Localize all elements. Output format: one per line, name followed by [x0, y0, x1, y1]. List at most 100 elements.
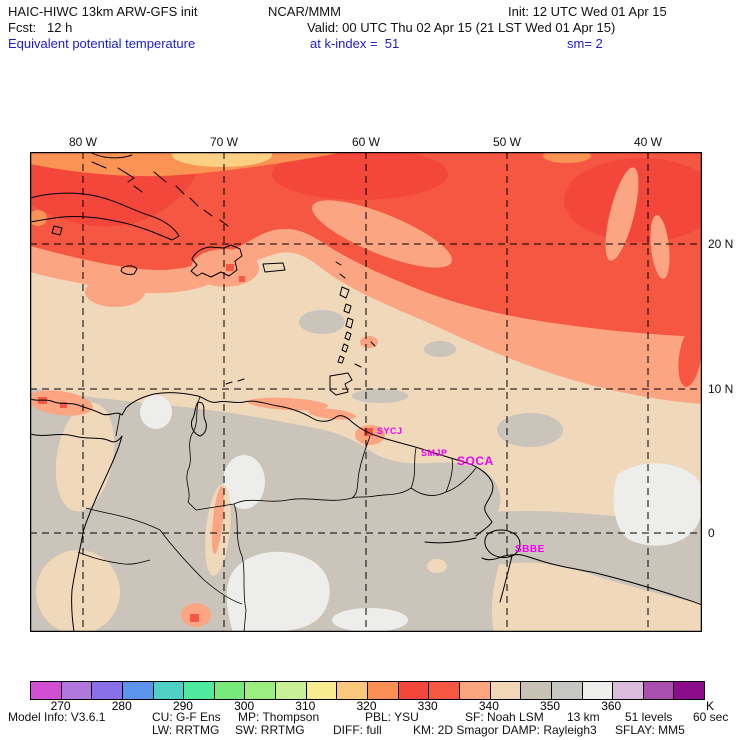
pacific-coast — [30, 433, 123, 632]
venezuela-brazil-border — [195, 497, 353, 511]
lon-tick-label: 50 W — [492, 135, 522, 149]
hispaniola-coast — [190, 244, 243, 278]
colorbar-segment — [397, 682, 429, 699]
puerto-rico-coast — [262, 262, 286, 273]
colorbar-segment — [428, 682, 459, 699]
frguiana-brazil-border — [351, 467, 477, 499]
model-config-item: SW: RRTMG — [235, 723, 305, 737]
colorbar-tick: 290 — [172, 699, 193, 713]
model-config-item: DIFF: full — [333, 723, 382, 737]
suriname-frguiana-border — [445, 457, 453, 493]
colorbar-tick: 360 — [601, 699, 622, 713]
colorbar-segment — [520, 682, 551, 699]
bahamas-islands — [89, 152, 229, 227]
lon-tick-label: 40 W — [633, 135, 663, 149]
trinidad-coast — [329, 372, 353, 396]
colorbar-segment — [275, 682, 306, 699]
colorbar-tick: 350 — [540, 699, 561, 713]
map-frame — [30, 152, 702, 632]
colorbar-segment — [152, 682, 184, 699]
colorbar-segment — [121, 682, 153, 699]
guyana-suriname-border — [410, 447, 417, 489]
smoothing-label: sm= 2 — [567, 36, 603, 51]
level-label: at k-index = 51 — [310, 36, 400, 51]
model-config-item: MP: Thompson — [238, 710, 320, 724]
jamaica-coast — [120, 265, 138, 275]
model-config-item: Model Info: V3.6.1 — [8, 710, 106, 724]
colorbar-segment — [183, 682, 214, 699]
model-config-item: LW: RRTMG — [152, 723, 220, 737]
south-america-north-coast — [30, 392, 494, 537]
country-borders — [77, 396, 477, 632]
colorbar-segment — [489, 682, 521, 699]
lat-tick-label: 20 N — [708, 237, 734, 251]
colorbar-segment — [305, 682, 337, 699]
colorbar-tick: 340 — [478, 699, 499, 713]
colorbar-segment — [581, 682, 613, 699]
coastlines — [30, 152, 702, 632]
colorbar-tick: 310 — [295, 699, 316, 713]
ecuador-peru-border — [77, 551, 151, 565]
init-time: Init: 12 UTC Wed 01 Apr 15 — [508, 4, 667, 19]
guyana-venezuela-border — [351, 435, 371, 499]
brazil-northeast-coast — [481, 554, 702, 606]
cuba-coast — [30, 192, 180, 241]
colorbar-segment — [60, 682, 92, 699]
colorbar-tick: 300 — [234, 699, 255, 713]
tocantins-river — [499, 555, 513, 603]
aruba-curacao — [225, 378, 245, 385]
colorbar-segment — [612, 682, 643, 699]
org-name: NCAR/MMM — [268, 4, 341, 19]
station-label-soca: SOCA — [457, 454, 494, 468]
colorbar-tick: 320 — [356, 699, 377, 713]
colombia-peru-brazil-border — [233, 503, 247, 632]
panama-colombia-border — [115, 413, 121, 437]
lon-tick-label: 70 W — [209, 135, 239, 149]
model-config-item: 51 levels — [625, 710, 673, 724]
amazon-river — [424, 537, 477, 544]
isle-of-youth — [51, 225, 63, 236]
model-title: HAIC-HIWC 13km ARW-GFS init — [8, 4, 198, 19]
model-config-item: 60 sec — [693, 710, 729, 724]
peru-brazil-border — [159, 529, 243, 605]
colorbar-tick: 330 — [417, 699, 438, 713]
map-panel: SYCJ SMJP SOCA SBBE — [30, 152, 702, 632]
colorbar-segment — [31, 682, 61, 699]
colorbar-tick: 270 — [50, 699, 71, 713]
colorbar-segment — [213, 682, 245, 699]
colorbar-segment — [642, 682, 674, 699]
valid-time: Valid: 00 UTC Thu 02 Apr 15 (21 LST Wed … — [307, 20, 616, 35]
colorbar-segment — [91, 682, 122, 699]
lon-tick-label: 80 W — [68, 135, 98, 149]
colorbar-segment — [673, 682, 705, 699]
model-config-item: PBL: YSU — [365, 710, 419, 724]
colorbar — [30, 681, 705, 700]
map-canvas — [30, 152, 702, 632]
station-label-smjp: SMJP — [421, 448, 448, 458]
colorbar-tick: 280 — [111, 699, 132, 713]
model-config-item: CU: G-F Ens — [152, 710, 221, 724]
latlon-gridlines — [30, 152, 702, 632]
field-name: Equivalent potential temperature — [8, 36, 196, 51]
colombia-ecuador-border — [85, 507, 161, 531]
lat-tick-label: 0 — [708, 526, 715, 540]
lat-tick-label: 10 N — [708, 382, 734, 396]
colorbar-segment — [458, 682, 490, 699]
lesser-antilles-islands — [335, 261, 376, 368]
station-label-sycj: SYCJ — [377, 426, 403, 436]
model-config-item: SFLAY: MM5 — [615, 723, 685, 737]
colorbar-unit-label: K — [706, 699, 715, 713]
colorbar-segment — [367, 682, 398, 699]
lon-tick-label: 60 W — [351, 135, 381, 149]
model-config-item: DAMP: Rayleigh3 — [502, 723, 597, 737]
colorbar-segment — [550, 682, 582, 699]
colorbar-tick-labels: 270 280 290 300 310 320 330 340 350 360 K — [30, 699, 714, 713]
model-config-item: SF: Noah LSM — [465, 710, 544, 724]
model-config-item: KM: 2D Smagor — [413, 723, 499, 737]
colorbar-segment — [244, 682, 276, 699]
forecast-hour: Fcst: 12 h — [8, 20, 73, 35]
model-config-item: 13 km — [567, 710, 600, 724]
station-label-sbbe: SBBE — [515, 544, 545, 555]
venezuela-colombia-border — [186, 396, 201, 511]
